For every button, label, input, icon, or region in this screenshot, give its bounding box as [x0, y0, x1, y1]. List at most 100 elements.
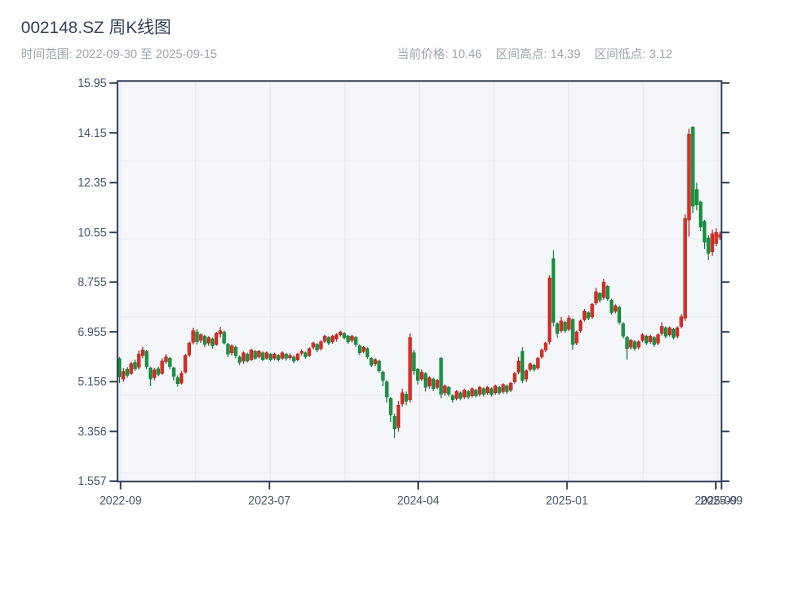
- candle-body: [462, 389, 467, 398]
- candle-body: [354, 337, 358, 345]
- candle-body: [385, 381, 389, 398]
- candle-body: [179, 373, 184, 384]
- candle-body: [326, 337, 331, 344]
- candle-body: [567, 317, 571, 330]
- page-title: 002148.SZ 周K线图: [21, 18, 172, 37]
- candle-body: [586, 312, 591, 319]
- candle-body: [408, 337, 412, 401]
- candle-body: [144, 351, 149, 367]
- candle-body: [121, 371, 126, 380]
- candle-body: [230, 345, 234, 353]
- current-price-label: 当前价格: 10.46: [397, 47, 482, 61]
- candle-body: [164, 356, 168, 362]
- candle-body: [702, 221, 707, 243]
- y-tick-label: 12.35: [78, 178, 107, 190]
- candle-body: [272, 353, 277, 359]
- candle-body: [489, 388, 494, 395]
- candle-body: [501, 384, 505, 392]
- candle-body: [222, 331, 226, 344]
- candle-body: [253, 351, 257, 359]
- candles: [117, 126, 722, 438]
- candle-body: [137, 353, 141, 368]
- candle-body: [392, 416, 397, 430]
- candle-body: [288, 355, 292, 358]
- candle-body: [629, 340, 633, 348]
- candle-body: [129, 363, 133, 374]
- range-low-label: 区间低点: 3.12: [594, 47, 673, 61]
- x-tick-label: 2025-09: [700, 496, 742, 508]
- candle-body: [458, 392, 463, 399]
- candle-body: [334, 334, 339, 340]
- candle-body: [199, 334, 203, 341]
- candle-body: [419, 371, 424, 380]
- candle-body: [241, 352, 246, 362]
- x-axis-ticks: [119, 481, 723, 490]
- candle-body: [450, 395, 455, 401]
- candle-body: [447, 387, 451, 395]
- candle-body: [125, 369, 129, 376]
- candle-body: [652, 337, 656, 345]
- candle-body: [303, 352, 308, 358]
- candle-body: [505, 385, 509, 392]
- candle-body: [214, 333, 219, 345]
- candle-body: [454, 391, 459, 399]
- candle-body: [528, 363, 532, 370]
- candle-body: [423, 373, 428, 388]
- candle-body: [156, 368, 160, 375]
- x-tick-label: 2025-01: [546, 496, 588, 508]
- y-axis-ticks: [109, 82, 730, 483]
- candle-body: [284, 353, 288, 359]
- y-tick-label: 15.95: [78, 78, 107, 90]
- candle-body: [412, 352, 416, 371]
- y-tick-label: 5.156: [78, 377, 107, 389]
- candle-body: [536, 358, 540, 369]
- x-tick-label: 2025-09: [695, 496, 737, 508]
- candle-body: [416, 369, 420, 381]
- candle-body: [369, 358, 374, 366]
- candle-body: [435, 380, 439, 388]
- candle-body: [648, 335, 653, 342]
- candle-body: [687, 133, 691, 221]
- candle-body: [187, 342, 191, 356]
- candle-body: [497, 387, 501, 394]
- candle-body: [667, 327, 672, 336]
- candle-body: [478, 387, 482, 395]
- candle-body: [598, 293, 602, 301]
- candle-body: [323, 335, 327, 342]
- candle-body: [133, 362, 137, 370]
- date-range-label: 时间范围: 2022-09-30 至 2025-09-15: [21, 47, 218, 61]
- candle-body: [319, 341, 323, 349]
- candle-body: [660, 326, 664, 334]
- candle-body: [346, 335, 350, 342]
- candle-body: [280, 352, 284, 359]
- candle-body: [237, 356, 242, 363]
- candle-body: [152, 369, 157, 378]
- candle-body: [493, 385, 498, 394]
- x-tick-label: 2023-07: [248, 496, 290, 508]
- candle-body: [621, 323, 625, 337]
- candle-body: [563, 322, 567, 331]
- candle-body: [691, 127, 695, 207]
- y-tick-label: 14.15: [78, 128, 107, 140]
- candle-body: [175, 377, 180, 384]
- y-tick-label: 8.755: [78, 277, 107, 289]
- candle-body: [671, 328, 676, 338]
- candle-body: [361, 346, 366, 352]
- candle-body: [299, 351, 304, 354]
- candle-body: [218, 330, 222, 335]
- candle-body: [226, 344, 230, 355]
- y-tick-label: 1.557: [78, 476, 107, 488]
- candle-body: [466, 391, 470, 398]
- candle-body: [675, 327, 680, 337]
- candle-body: [532, 364, 536, 370]
- candle-body: [315, 344, 319, 351]
- candle-body: [202, 335, 207, 345]
- candle-body: [602, 281, 606, 298]
- candle-body: [233, 346, 238, 356]
- candle-body: [377, 360, 381, 371]
- candle-body: [509, 382, 513, 391]
- y-tick-label: 6.955: [78, 327, 107, 339]
- candle-body: [512, 373, 517, 383]
- candle-body: [373, 359, 377, 365]
- candle-body: [342, 333, 346, 338]
